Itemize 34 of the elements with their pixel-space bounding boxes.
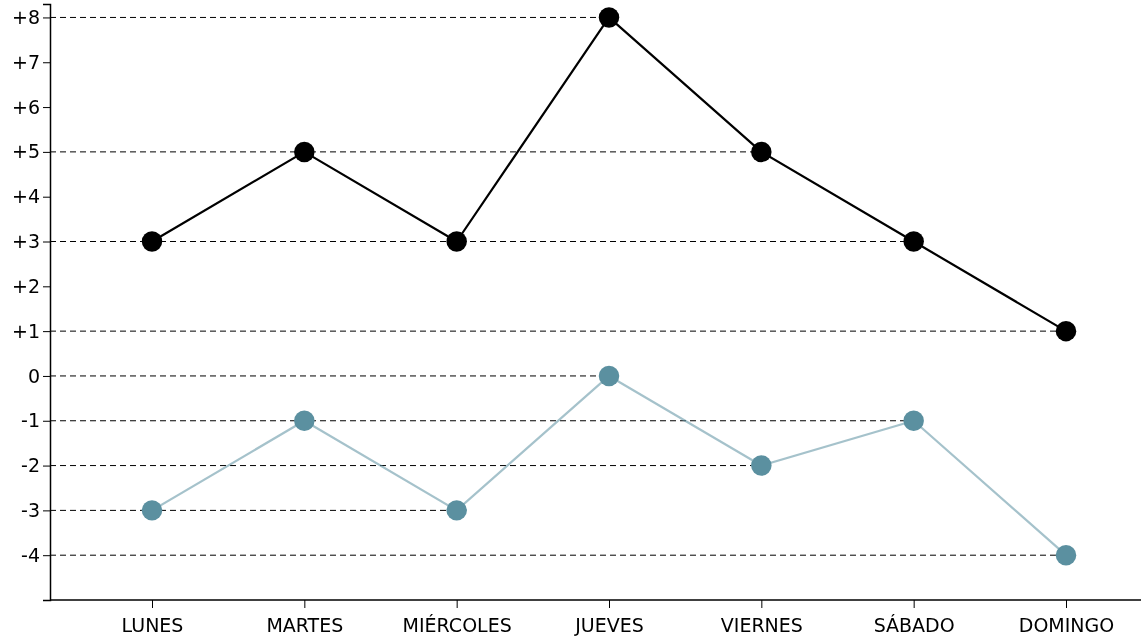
point <box>903 410 924 431</box>
point <box>294 410 315 431</box>
point <box>751 141 772 163</box>
point <box>1055 544 1077 566</box>
x-tick-label: JUEVES <box>574 613 644 636</box>
y-tick-label: +4 <box>11 185 40 208</box>
x-tick-label: DOMINGO <box>1018 613 1115 636</box>
point <box>446 231 467 252</box>
point <box>141 500 163 521</box>
y-tick-label: -3 <box>21 498 40 521</box>
point <box>446 500 467 521</box>
y-tick-label: -4 <box>21 543 40 566</box>
point <box>751 455 772 476</box>
point <box>598 365 620 387</box>
x-tick-label: LUNES <box>121 613 184 636</box>
x-tick-label: MIÉRCOLES <box>402 613 512 636</box>
x-tick-label: MARTES <box>266 613 344 636</box>
point <box>294 141 315 163</box>
x-tick-label: VIERNES <box>720 613 803 636</box>
y-tick-label: -1 <box>21 409 40 432</box>
y-tick-label: +3 <box>11 230 40 253</box>
y-tick-label: +8 <box>11 6 40 29</box>
y-tick-label: +7 <box>11 50 40 73</box>
x-tick-label: SÁBADO <box>873 613 955 636</box>
y-tick-label: -2 <box>21 454 40 477</box>
point <box>141 231 163 252</box>
y-tick-label: 0 <box>27 364 40 387</box>
y-tick-label: +6 <box>11 95 40 118</box>
point <box>598 7 620 28</box>
y-tick-label: +1 <box>11 319 40 342</box>
point <box>903 231 924 252</box>
y-tick-label: +2 <box>11 274 40 297</box>
y-tick-label: +5 <box>11 140 40 163</box>
point <box>1055 320 1077 342</box>
